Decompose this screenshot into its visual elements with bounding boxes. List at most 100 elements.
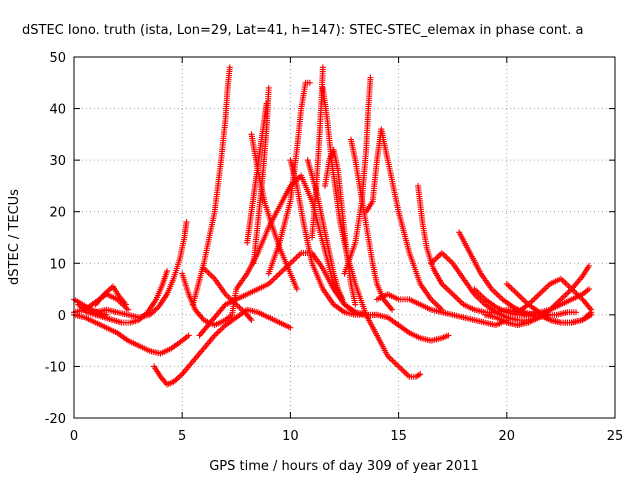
data-point xyxy=(176,373,183,380)
data-point xyxy=(451,292,458,299)
data-point xyxy=(152,306,159,313)
data-point xyxy=(226,64,233,71)
data-point xyxy=(520,297,527,304)
data-point xyxy=(293,286,300,293)
data-point xyxy=(435,252,442,259)
data-point xyxy=(573,309,580,316)
data-point xyxy=(398,366,405,373)
data-point xyxy=(207,271,214,278)
data-point xyxy=(448,258,455,265)
data-point xyxy=(494,291,501,298)
data-point xyxy=(582,314,589,321)
series-14 xyxy=(248,131,300,293)
data-point xyxy=(443,285,450,292)
series-7 xyxy=(151,306,294,388)
data-point xyxy=(107,286,114,293)
data-point xyxy=(579,317,586,324)
series-24 xyxy=(373,291,510,329)
data-point xyxy=(148,310,155,317)
data-point xyxy=(247,315,254,322)
data-point xyxy=(75,301,82,308)
data-point xyxy=(431,299,438,306)
data-point xyxy=(434,302,441,309)
data-point xyxy=(432,255,439,262)
series-15 xyxy=(265,79,313,277)
data-point xyxy=(210,274,217,281)
y-tick-label: 0 xyxy=(58,309,66,324)
axis-ticks: 0 5 10 15 20 25 -20 -10 0 10 20 30 40 50 xyxy=(45,51,624,444)
data-point xyxy=(536,291,543,298)
data-point xyxy=(105,287,112,294)
data-point xyxy=(275,272,282,279)
data-point xyxy=(125,306,132,313)
data-point xyxy=(429,297,436,304)
data-point xyxy=(443,254,450,261)
data-point xyxy=(580,315,587,322)
data-point xyxy=(503,280,510,287)
x-tick-label: 0 xyxy=(70,429,78,444)
data-point xyxy=(236,304,243,311)
data-point xyxy=(387,356,394,363)
data-point xyxy=(164,268,171,275)
y-tick-label: 10 xyxy=(49,257,66,272)
data-point xyxy=(292,255,299,262)
data-point xyxy=(562,291,569,298)
data-point xyxy=(528,298,535,305)
data-point xyxy=(389,357,396,364)
data-point xyxy=(560,293,567,300)
data-point xyxy=(586,262,593,269)
data-point xyxy=(219,325,226,332)
data-point xyxy=(213,331,220,338)
data-point xyxy=(514,291,521,298)
data-point xyxy=(586,286,593,293)
data-point xyxy=(104,288,111,295)
data-point xyxy=(586,310,593,317)
data-point xyxy=(445,332,452,339)
y-tick-label: -20 xyxy=(45,412,66,427)
data-point xyxy=(533,294,540,301)
series-9 xyxy=(190,64,233,308)
data-point xyxy=(438,249,445,256)
data-point xyxy=(208,272,215,279)
data-point xyxy=(441,283,448,290)
data-point xyxy=(493,290,500,297)
data-point xyxy=(441,252,448,259)
y-tick-label: 50 xyxy=(49,51,66,66)
x-tick-label: 20 xyxy=(499,429,516,444)
data-point xyxy=(102,289,109,296)
series-6 xyxy=(92,283,129,308)
data-point xyxy=(390,359,397,366)
data-point xyxy=(583,313,590,320)
data-point xyxy=(123,305,130,312)
data-point xyxy=(205,269,212,276)
data-point xyxy=(389,306,396,313)
data-point xyxy=(513,289,520,296)
data-point xyxy=(542,285,549,292)
data-point xyxy=(101,291,108,298)
data-point xyxy=(530,297,537,304)
data-point xyxy=(457,298,464,305)
data-point xyxy=(177,372,184,379)
series-4 xyxy=(71,311,192,357)
data-point xyxy=(556,297,563,304)
series-32 xyxy=(536,309,595,326)
data-point xyxy=(397,364,404,371)
data-point xyxy=(564,290,571,297)
series-19 xyxy=(319,84,424,380)
data-point xyxy=(543,283,550,290)
data-point xyxy=(559,277,566,284)
data-point xyxy=(217,326,224,333)
data-point xyxy=(392,360,399,367)
data-point xyxy=(185,332,192,339)
data-point xyxy=(265,84,272,91)
data-point xyxy=(296,251,303,258)
data-point xyxy=(517,294,524,301)
data-point xyxy=(440,251,447,258)
series-5 xyxy=(92,219,190,321)
data-point xyxy=(585,311,592,318)
data-point xyxy=(214,329,221,336)
data-point xyxy=(562,280,569,287)
data-point xyxy=(452,294,459,301)
plot-frame xyxy=(73,56,616,419)
data-point xyxy=(537,289,544,296)
